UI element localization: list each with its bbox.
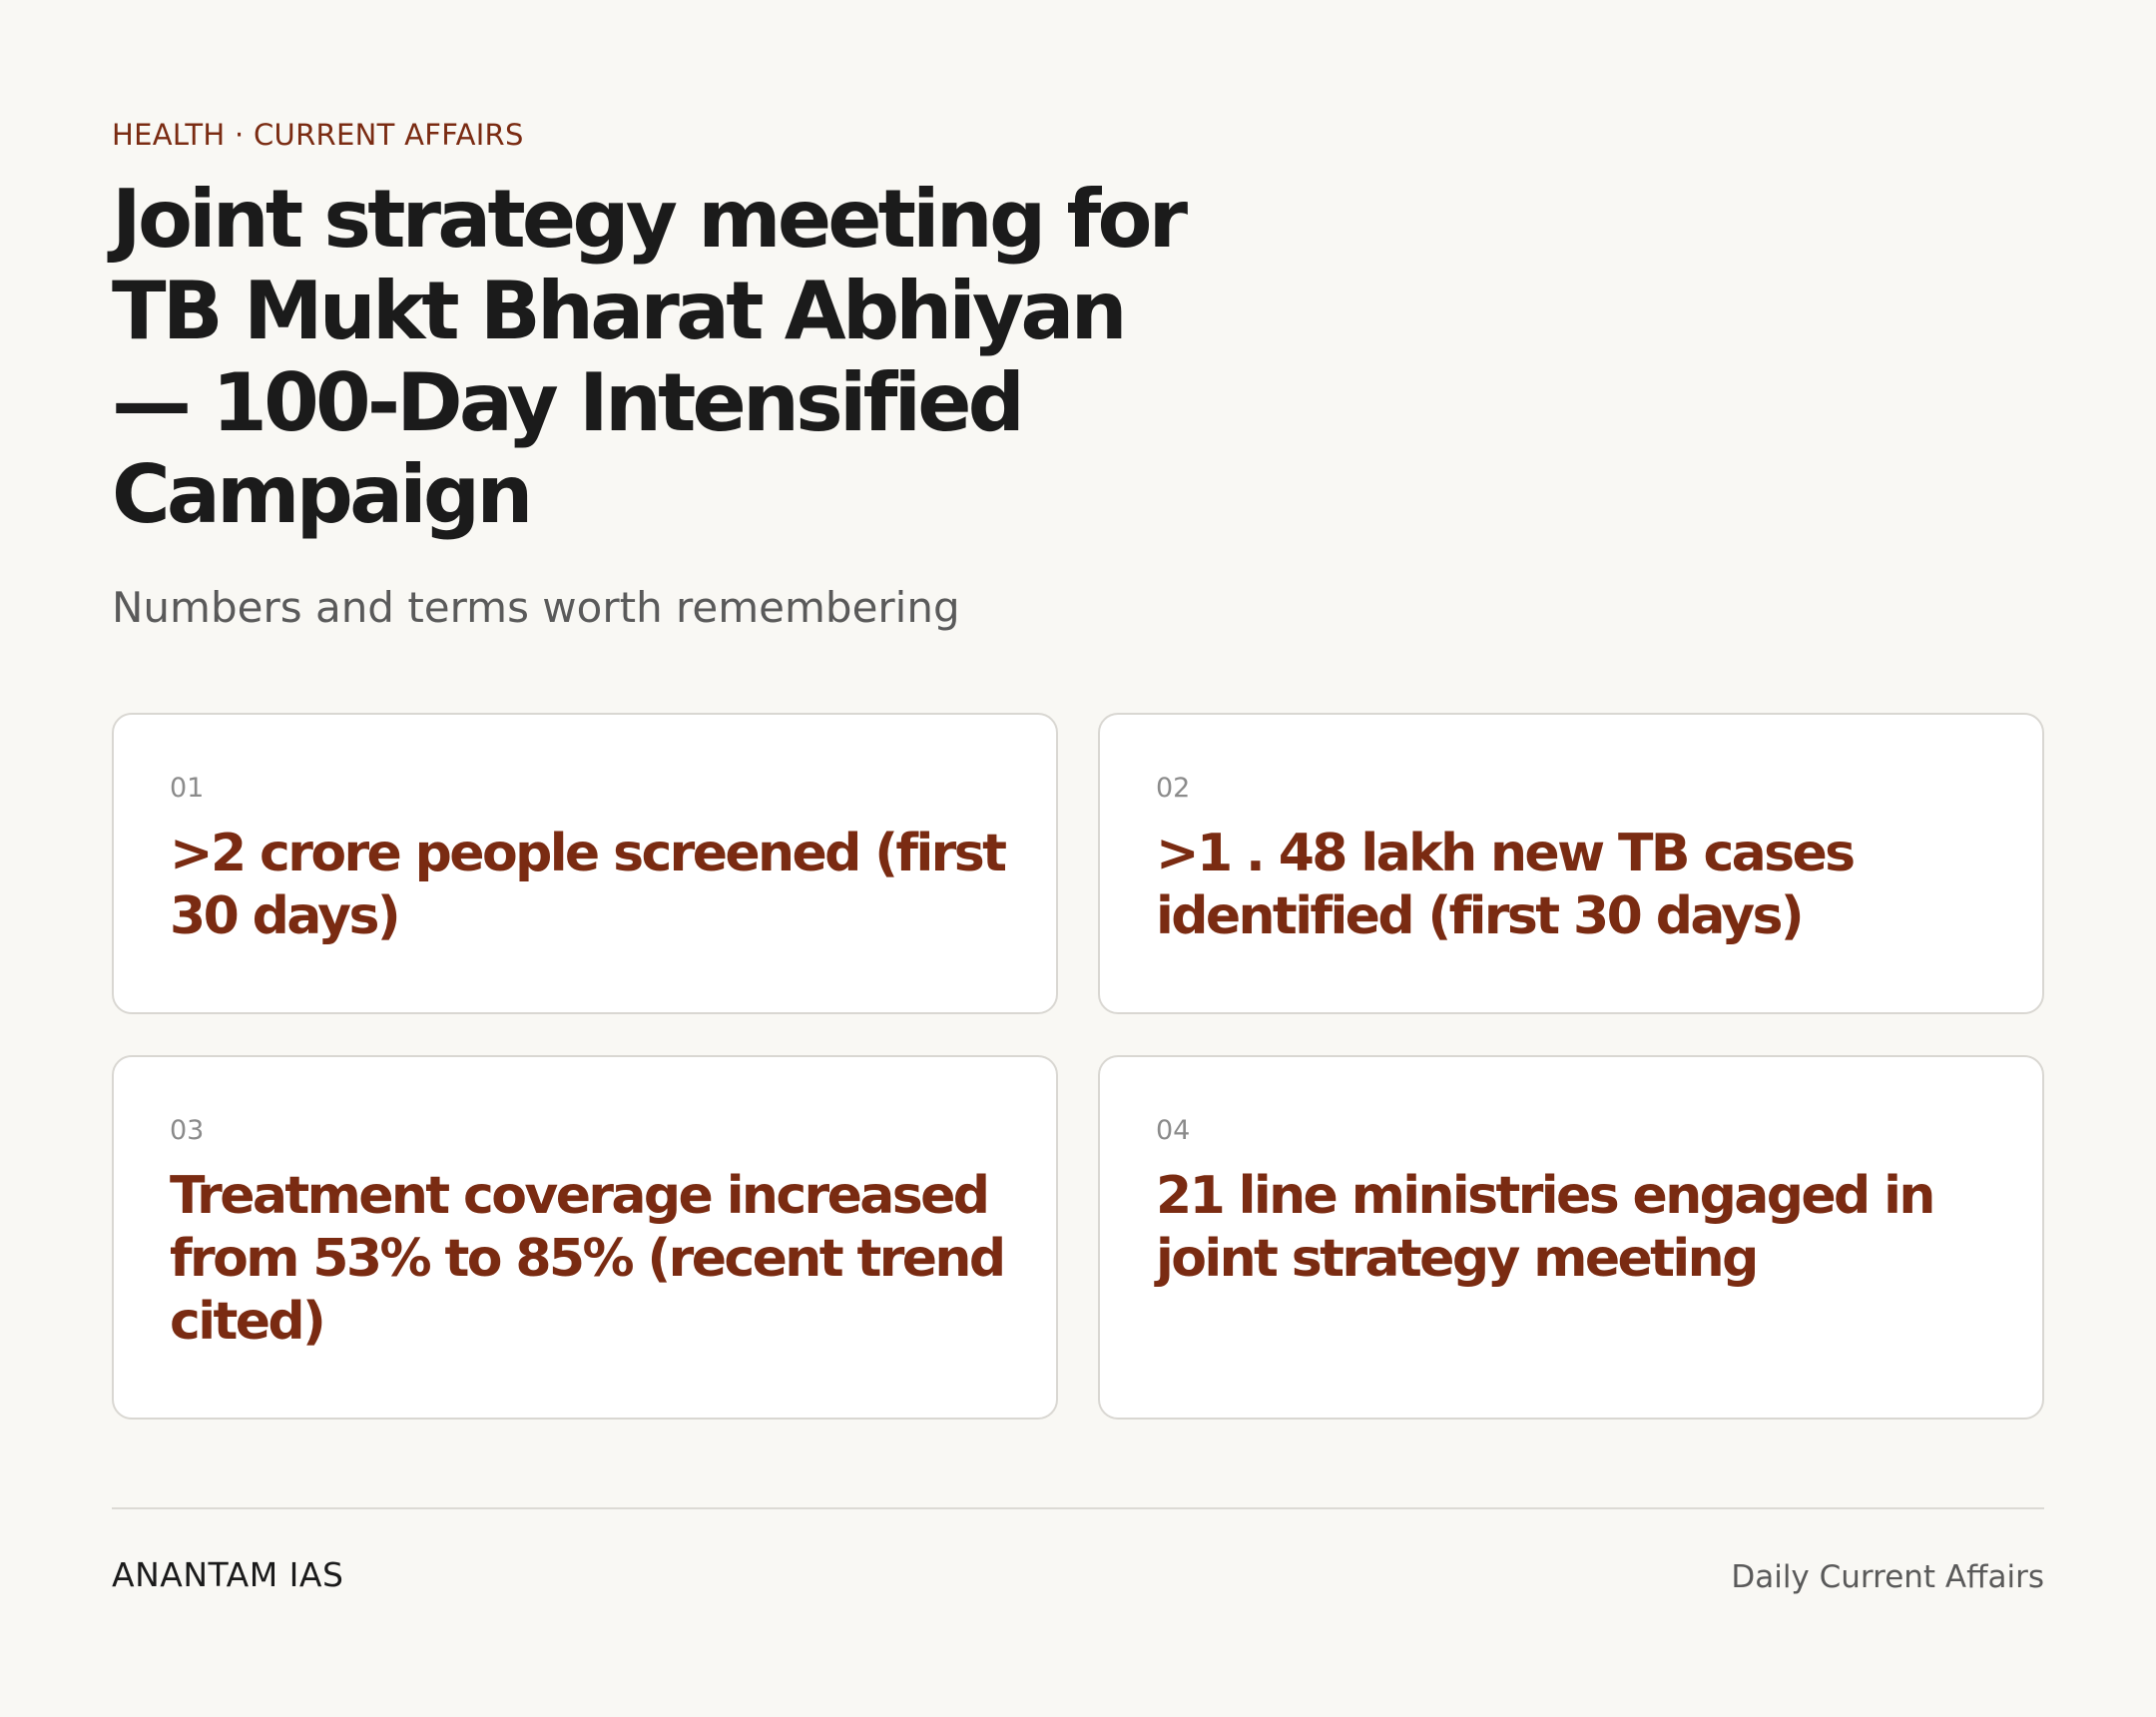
fact-card-01: 01 >2 crore people screened (first 30 da… <box>112 713 1058 1014</box>
fact-card-02: 02 >1 . 48 lakh new TB cases identified … <box>1098 713 2044 1014</box>
page-title: Joint strategy meeting for TB Mukt Bhara… <box>112 173 1188 541</box>
footer-divider <box>112 1507 2044 1509</box>
category-kicker: HEALTH · CURRENT AFFAIRS <box>112 118 524 152</box>
fact-card-text: 21 line ministries engaged in joint stra… <box>1156 1166 1935 1289</box>
page-subtitle: Numbers and terms worth remembering <box>112 583 960 632</box>
fact-card-text: Treatment coverage increased from 53% to… <box>170 1166 1006 1352</box>
brand-name: ANANTAM IAS <box>112 1555 344 1594</box>
fact-card-number: 04 <box>1156 1115 1191 1146</box>
fact-card-04: 04 21 line ministries engaged in joint s… <box>1098 1055 2044 1420</box>
fact-card-03: 03 Treatment coverage increased from 53%… <box>112 1055 1058 1420</box>
fact-card-number: 03 <box>170 1115 205 1146</box>
fact-card-number: 01 <box>170 773 205 804</box>
fact-card-text: >1 . 48 lakh new TB cases identified (fi… <box>1156 824 1856 946</box>
footer-tagline: Daily Current Affairs <box>1731 1559 2044 1595</box>
fact-card-number: 02 <box>1156 773 1191 804</box>
fact-card-text: >2 crore people screened (first 30 days) <box>170 824 1007 946</box>
